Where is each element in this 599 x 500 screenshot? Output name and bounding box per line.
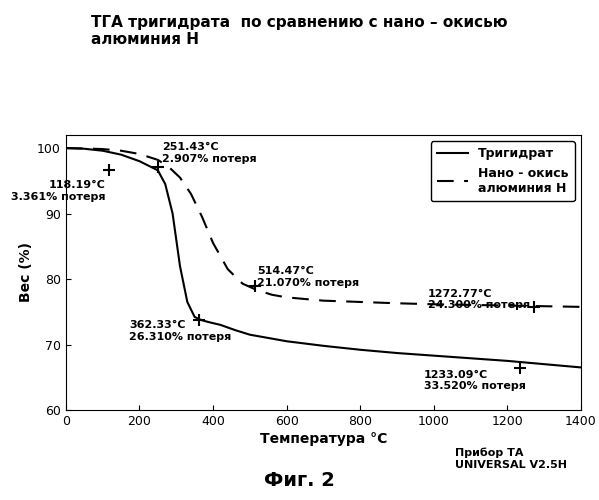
Text: Прибор ТА
UNIVERSAL V2.5H: Прибор ТА UNIVERSAL V2.5H: [455, 448, 567, 469]
Legend: Тригидрат, Нано - окись
алюминия Н: Тригидрат, Нано - окись алюминия Н: [431, 141, 575, 201]
Text: 251.43°С
2.907% потеря: 251.43°С 2.907% потеря: [162, 142, 257, 164]
Text: 118.19°С
3.361% потеря: 118.19°С 3.361% потеря: [11, 180, 105, 202]
Text: Фиг. 2: Фиг. 2: [264, 471, 335, 490]
Text: ТГА тригидрата  по сравнению с нано – окисью
алюминия Н: ТГА тригидрата по сравнению с нано – оки…: [91, 15, 508, 48]
X-axis label: Температура °С: Температура °С: [260, 432, 387, 446]
Text: 514.47°С
21.070% потеря: 514.47°С 21.070% потеря: [257, 266, 359, 288]
Text: 362.33°С
26.310% потеря: 362.33°С 26.310% потеря: [129, 320, 232, 342]
Text: 1272.77°С
24.300% потеря: 1272.77°С 24.300% потеря: [428, 289, 530, 310]
Y-axis label: Вес (%): Вес (%): [19, 242, 33, 302]
Text: 1233.09°С
33.520% потеря: 1233.09°С 33.520% потеря: [424, 370, 526, 391]
